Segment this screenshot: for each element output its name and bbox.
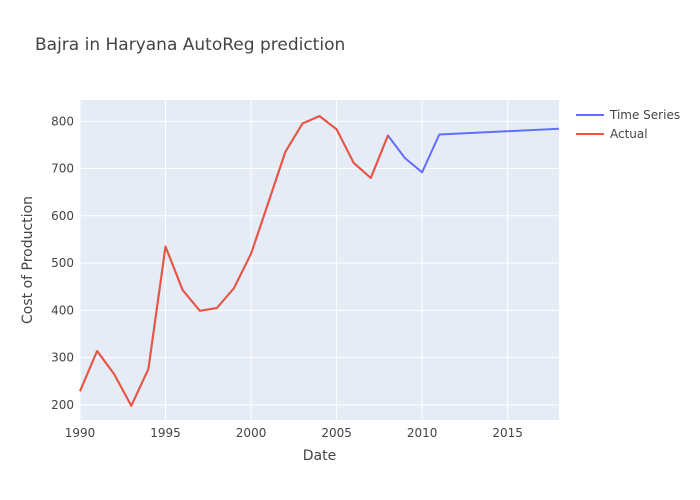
legend-label: Time Series [609,108,680,122]
y-tick-label: 600 [51,209,74,223]
plot-area [80,100,559,420]
chart-title: Bajra in Haryana AutoReg prediction [35,35,345,55]
legend-item-2[interactable]: Actual [576,127,648,141]
y-tick-label: 200 [51,398,74,412]
y-tick-label: 400 [51,303,74,317]
y-tick-label: 800 [51,114,74,128]
x-tick-label: 2000 [236,426,267,440]
y-tick-label: 500 [51,256,74,270]
x-tick-label: 2010 [407,426,438,440]
x-tick-label: 2005 [321,426,352,440]
series-line-2 [79,115,389,407]
x-tick-label: 1990 [65,426,96,440]
x-tick-label: 1995 [150,426,181,440]
legend-item-1[interactable]: Time Series [576,108,680,122]
series-layer [79,115,560,407]
y-axis-title: Cost of Production [20,196,36,324]
legend[interactable]: Time Series Actual [576,108,680,141]
x-tick-label: 2015 [492,426,523,440]
y-tick-label: 300 [51,351,74,365]
grid [79,100,559,420]
x-axis-title: Date [303,448,336,464]
legend-label: Actual [610,127,648,141]
x-axis-ticks: 1990 1995 2000 2005 2010 2015 [65,426,523,440]
y-tick-label: 700 [51,162,74,176]
y-axis-ticks: 200 300 400 500 600 700 800 [51,114,74,412]
